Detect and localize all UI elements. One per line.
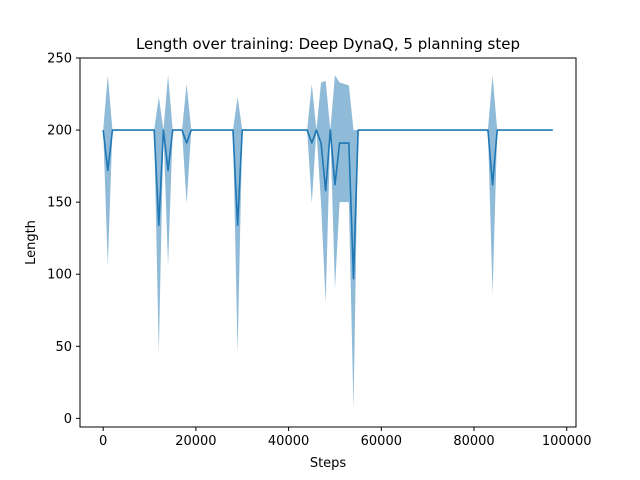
y-tick-label: 150 [47,196,72,211]
y-tick-label: 100 [47,268,72,283]
plot-area [102,75,553,409]
x-tick-label: 40000 [268,434,309,449]
y-axis: 0 50 100 150 200 250 [47,52,80,427]
x-tick-label: 60000 [361,434,402,449]
chart-title: Length over training: Deep DynaQ, 5 plan… [136,35,520,53]
x-tick-label: 100000 [542,434,592,449]
y-tick-label: 200 [47,124,72,139]
y-tick-label: 250 [47,52,72,67]
y-tick-label: 0 [64,412,72,427]
x-tick-label: 80000 [453,434,494,449]
x-axis-title: Steps [310,456,347,471]
x-tick-label: 0 [99,434,107,449]
x-tick-label: 20000 [175,434,216,449]
confidence-band-0 [103,75,553,409]
y-axis-title: Length [24,220,39,265]
x-axis: 0 20000 40000 60000 80000 100000 [99,427,592,449]
axes-frame [79,57,577,428]
y-tick-label: 50 [55,340,72,355]
series-line-0 [102,129,553,280]
